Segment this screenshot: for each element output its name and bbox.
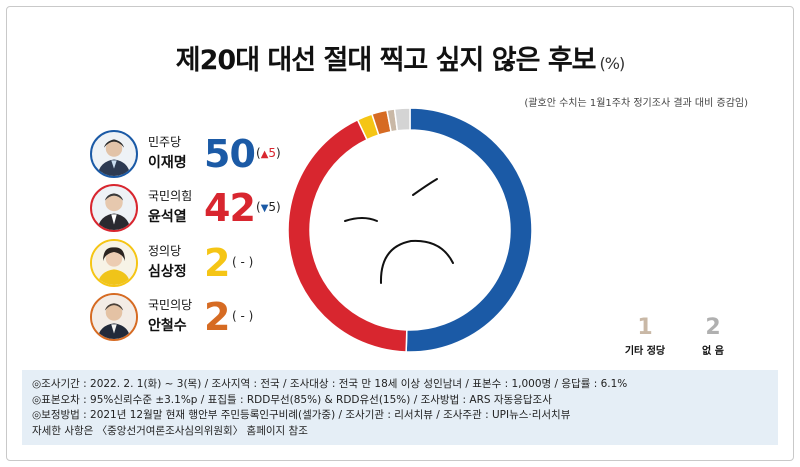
candidate-name: 심상정 (148, 264, 187, 280)
candidate-row: 국민의힘 윤석열 42 (▼5) (90, 184, 330, 234)
candidate-name: 이재명 (148, 155, 187, 171)
candidate-value: 50 (204, 132, 256, 176)
donut-slice-2 (287, 118, 408, 353)
comparison-note: (괄호안 수치는 1월1주차 정기조사 결과 대비 증감임) (524, 98, 748, 109)
other-party-value: 1 (637, 315, 653, 340)
candidate-name: 윤석열 (148, 209, 187, 225)
info-line: ◎조사기간 : 2022. 2. 1(화) ~ 3(목) / 조사지역 : 전국… (32, 378, 628, 390)
chart-title: 제20대 대선 절대 찍고 싶지 않은 후보 (%) (175, 45, 626, 76)
candidate-name: 안철수 (148, 318, 187, 334)
avatar (90, 184, 138, 232)
avatar (90, 130, 138, 178)
donut-chart (285, 105, 535, 355)
donut-slice-1 (405, 107, 533, 353)
party-label: 국민의힘 (148, 189, 193, 203)
avatar (90, 293, 138, 341)
none-stat: 2 없 음 (678, 315, 748, 358)
candidate-value: 2 (204, 295, 230, 339)
survey-info-box: ◎조사기간 : 2022. 2. 1(화) ~ 3(목) / 조사지역 : 전국… (22, 370, 778, 445)
info-line: 자세한 사항은 〈중앙선거여론조사심의위원회〉 홈페이지 참조 (32, 424, 308, 437)
info-line: ◎보정방법 : 2021년 12월말 현재 행안부 주민등록인구비례(셀가중) … (32, 409, 571, 421)
change-label: (▼5) (256, 200, 281, 214)
change-label: ( - ) (232, 309, 254, 323)
other-party-stat: 1 기타 정당 (610, 315, 680, 358)
other-party-label: 기타 정당 (624, 346, 666, 357)
candidate-value: 2 (204, 241, 230, 285)
candidate-row: 정의당 심상정 2 ( - ) (90, 239, 330, 289)
avatar (90, 239, 138, 287)
title-unit: (%) (599, 54, 626, 73)
party-label: 국민의당 (148, 298, 193, 312)
candidate-row: 국민의당 안철수 2 ( - ) (90, 293, 330, 343)
none-value: 2 (705, 315, 721, 340)
up-triangle-icon: ▲ (260, 149, 269, 160)
down-triangle-icon: ▼ (260, 203, 269, 214)
party-label: 정의당 (148, 244, 182, 258)
donut-slice-6 (393, 107, 411, 132)
none-label: 없 음 (702, 346, 724, 357)
frown-face-decoration (344, 178, 454, 284)
party-label: 민주당 (148, 135, 182, 149)
donut-svg (287, 107, 533, 353)
change-label: ( - ) (232, 255, 254, 269)
info-line: ◎표본오차 : 95%신뢰수준 ±3.1%p / 표집틀 : RDD무선(85%… (32, 393, 552, 406)
candidate-row: 민주당 이재명 50 (▲5) (90, 130, 330, 180)
change-label: (▲5) (256, 146, 281, 160)
candidate-value: 42 (204, 186, 256, 230)
